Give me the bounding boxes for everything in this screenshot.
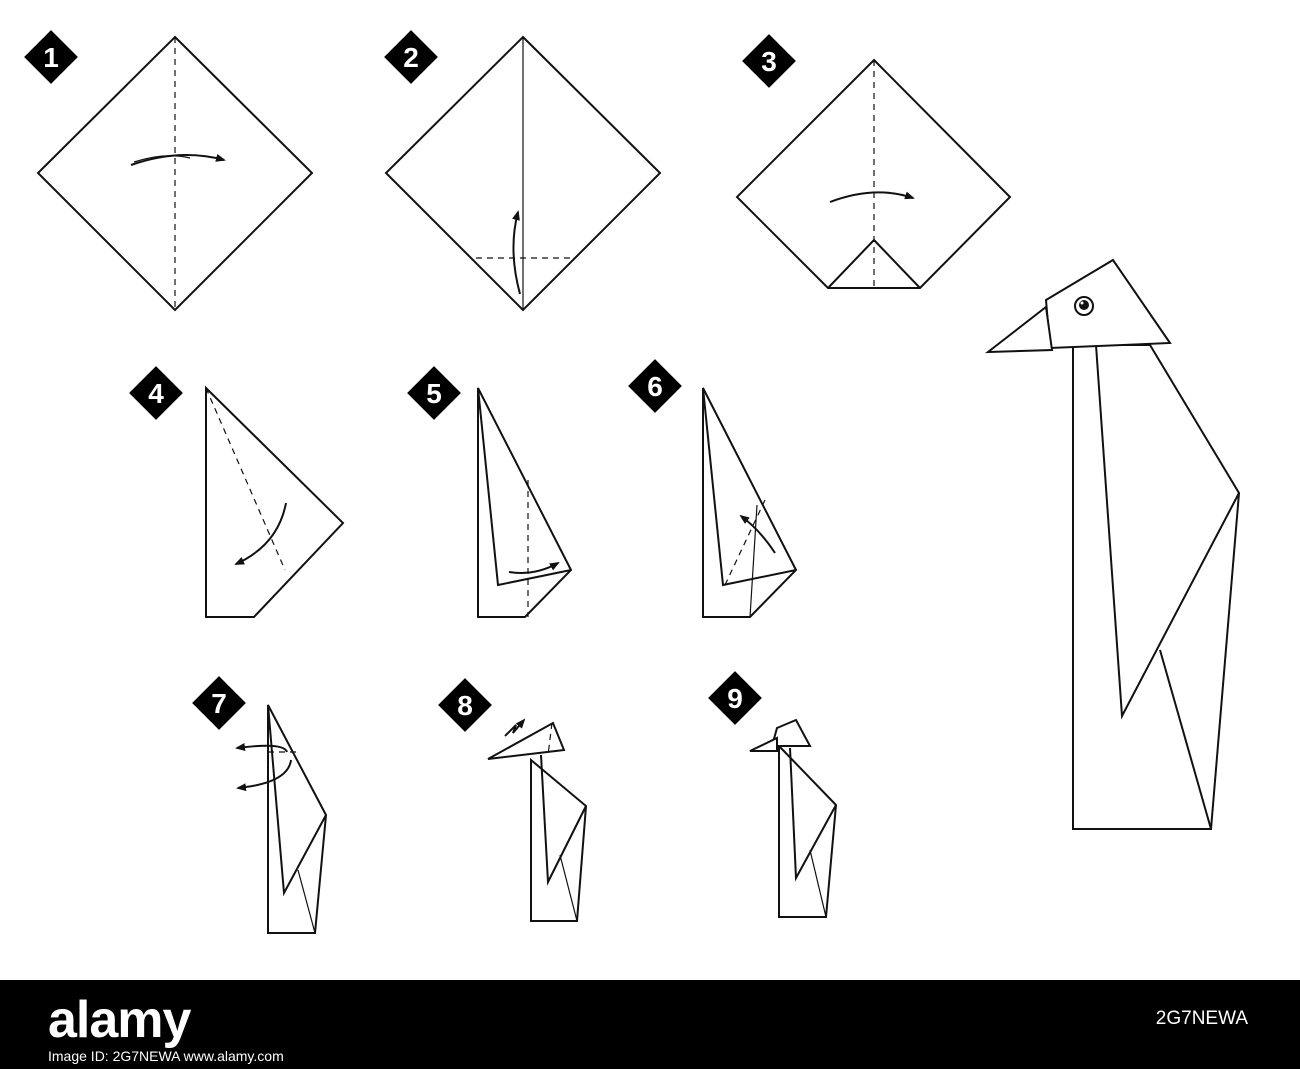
step-4-shape [205,385,345,618]
penguin-head [1044,258,1172,350]
step-7-wing [267,704,327,897]
origami-penguin-diagram: 1 2 3 4 [24,30,1241,934]
brand-logo: alamy [48,991,191,1049]
step-6-badge: 6 [628,359,682,413]
step-3-number: 3 [761,46,777,77]
step-8-fold-line [547,722,553,756]
penguin-eye-highlight [1080,301,1084,305]
step-7: 7 [192,676,328,934]
penguin-beak [984,305,1054,354]
step-5-inner-flap [477,387,572,587]
step-2-fold-arrow [512,210,521,295]
step-1-badge: 1 [24,30,78,84]
watermark-bar: alamy 2G7NEWA Image ID: 2G7NEWA www.alam… [0,980,1300,1069]
step-1-fold-arrow [130,154,226,166]
step-9-crease [809,849,827,918]
step-6-shape [702,387,798,618]
step-8-body [530,757,588,922]
step-3: 3 [735,34,1012,289]
step-3-fold-arrow [829,191,915,203]
step-4-fold-arrow [234,502,287,565]
step-2-number: 2 [403,42,419,73]
step-6-inner-flap [702,387,797,587]
step-6-fold-arrow [739,514,776,554]
step-5: 5 [407,366,573,618]
penguin-wing [1095,344,1240,720]
step-8-crease [559,854,578,922]
step-7-fold-arrow-back [236,759,292,792]
penguin-wing-crease [1159,649,1212,830]
step-5-badge: 5 [407,366,461,420]
step-9-beak [749,736,778,752]
step-5-fold-arrow [508,562,560,574]
step-8: 8 [438,678,588,922]
step-5-number: 5 [426,378,442,409]
step-8-badge: 8 [438,678,492,732]
step-7-crease [297,869,316,934]
step-7-fold-arrow-out [235,743,288,753]
step-2-badge: 2 [384,30,438,84]
step-4-number: 4 [148,378,164,409]
step-8-head [487,721,566,760]
step-8-wing [540,754,587,886]
step-8-number: 8 [457,690,473,721]
step-2: 2 [384,30,662,312]
step-3-badge: 3 [742,34,796,88]
penguin-pupil [1079,300,1089,310]
step-7-badge: 7 [192,676,246,730]
step-7-number: 7 [211,688,227,719]
step-9-badge: 9 [708,671,762,725]
step-6: 6 [628,359,798,618]
step-9: 9 [708,671,838,918]
step-9-body [778,743,838,918]
image-id: 2G7NEWA [1155,1008,1248,1029]
step-6-number: 6 [647,371,663,402]
step-1-arrow-tail [133,155,191,163]
step-4-badge: 4 [129,366,183,420]
step-4-fold-line [205,387,286,571]
step-9-wing [789,747,837,882]
step-1: 1 [24,30,314,312]
step-4: 4 [129,366,345,618]
finished-penguin [984,258,1241,830]
step-5-shape [477,387,573,618]
step-8-zigzag-arrow [504,718,526,737]
penguin-body [1072,344,1241,830]
image-info: Image ID: 2G7NEWA www.alamy.com [48,1048,284,1064]
step-9-number: 9 [727,683,743,714]
step-6-fold-line [724,499,766,586]
step-6-crease [749,504,758,618]
step-1-number: 1 [43,42,59,73]
